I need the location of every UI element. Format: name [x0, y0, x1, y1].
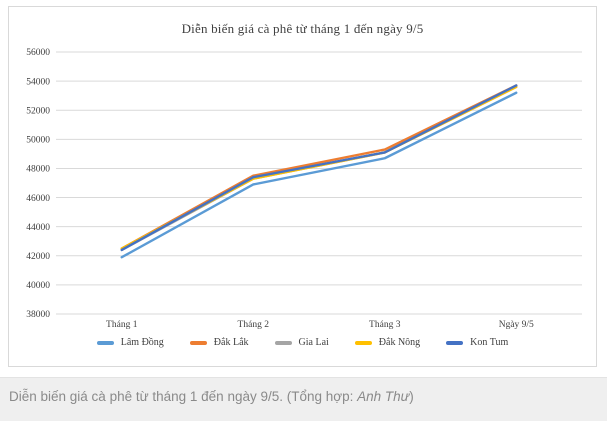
y-axis-tick-label: 48000 [26, 165, 50, 175]
image-caption: Diễn biến giá cà phê từ tháng 1 đến ngày… [0, 377, 607, 421]
x-axis-tick-label: Tháng 1 [106, 320, 138, 330]
legend-line-swatch [189, 340, 207, 345]
series-line-kon-tum [120, 84, 518, 252]
x-axis-tick-label: Ngày 9/5 [499, 320, 534, 330]
chart-title: Diễn biến giá cà phê từ tháng 1 đến ngày… [181, 21, 424, 36]
legend-label: Đắk Nông [378, 337, 421, 348]
y-axis-tick-label: 40000 [26, 281, 50, 291]
chart-legend: Lâm Đồng Đắk Lắk Gia Lai Đắk Nông Kon Tum [9, 337, 596, 348]
legend-item-kon-tum: Kon Tum [446, 337, 508, 348]
caption-suffix: ) [409, 389, 414, 404]
caption-credit: Anh Thư [357, 389, 410, 404]
y-axis-tick-label: 56000 [26, 48, 50, 58]
legend-label: Gia Lai [298, 337, 329, 348]
caption-text: Diễn biến giá cà phê từ tháng 1 đến ngày… [9, 389, 358, 404]
legend-item-gia-lai: Gia Lai [274, 337, 329, 348]
legend-label: Kon Tum [470, 337, 509, 348]
legend-line-swatch [446, 340, 464, 345]
y-axis-tick-label: 50000 [26, 136, 50, 146]
x-axis-tick-label: Tháng 2 [238, 320, 270, 330]
y-axis-tick-label: 38000 [26, 310, 50, 320]
y-axis-tick-label: 54000 [26, 77, 50, 87]
y-axis-tick-label: 42000 [26, 252, 50, 262]
coffee-price-chart-card: Diễn biến giá cà phê từ tháng 1 đến ngày… [8, 6, 597, 367]
x-axis-tick-label: Tháng 3 [369, 320, 401, 330]
legend-label: Đắk Lắk [213, 337, 249, 348]
legend-line-swatch [96, 340, 114, 345]
y-axis-tick-label: 46000 [26, 194, 50, 204]
y-axis-tick-label: 52000 [26, 106, 50, 116]
series-line-đắk-lắk [120, 84, 518, 250]
legend-label: Lâm Đồng [120, 337, 164, 348]
legend-item-đắk-lắk: Đắk Lắk [189, 337, 249, 348]
series-line-lâm-đồng [120, 91, 518, 259]
legend-item-đắk-nông: Đắk Nông [354, 337, 421, 348]
legend-item-lâm-đồng: Lâm Đồng [96, 337, 164, 348]
legend-line-swatch [274, 340, 292, 345]
line-chart-plot-area: 38000 40000 42000 44000 46000 48000 50000 52000… [26, 48, 582, 330]
legend-line-swatch [354, 340, 372, 345]
y-axis-tick-label: 44000 [26, 223, 50, 233]
